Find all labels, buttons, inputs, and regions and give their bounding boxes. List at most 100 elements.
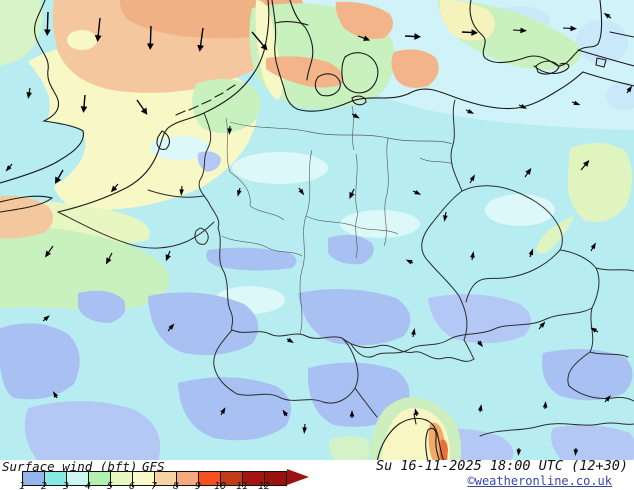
wind-arrow bbox=[179, 185, 184, 196]
beaufort-color-cell bbox=[23, 472, 45, 485]
wind-arrow bbox=[43, 11, 51, 36]
valid-datetime: Su 16-11-2025 18:00 UTC (12+30) bbox=[376, 458, 628, 474]
wind-arrow bbox=[414, 408, 419, 417]
wind-arrow bbox=[42, 315, 50, 322]
colorbar-tick bbox=[66, 484, 67, 487]
wind-arrow bbox=[349, 188, 355, 199]
wind-arrow bbox=[411, 328, 416, 338]
beaufort-color-cell bbox=[265, 472, 286, 485]
wind-arrow bbox=[590, 327, 599, 333]
wind-arrow bbox=[470, 251, 475, 261]
map-canvas bbox=[0, 0, 634, 463]
wind-arrow bbox=[302, 423, 307, 434]
colorbar-tick bbox=[198, 484, 199, 487]
colorbar-tick-label: 5 bbox=[106, 481, 114, 490]
wind-arrow bbox=[26, 87, 32, 99]
wind-arrow bbox=[404, 33, 421, 40]
state-borders bbox=[221, 105, 454, 335]
wind-arrow bbox=[538, 321, 546, 330]
beaufort-color-cell bbox=[221, 472, 243, 485]
wind-arrows-layer bbox=[5, 11, 633, 456]
wind-arrow bbox=[524, 167, 532, 178]
wind-arrow bbox=[251, 31, 268, 51]
wind-arrow bbox=[110, 183, 119, 193]
wind-arrow bbox=[105, 252, 113, 265]
wind-arrow bbox=[562, 25, 577, 32]
wind-arrow bbox=[5, 163, 13, 172]
colorbar-tick bbox=[88, 484, 89, 487]
wind-arrow bbox=[573, 447, 579, 456]
wind-speed-fill bbox=[0, 0, 634, 462]
colorbar-tick bbox=[242, 484, 243, 487]
beaufort-color-cell bbox=[155, 472, 177, 485]
colorbar-tick-label: 1 bbox=[18, 481, 26, 490]
wind-arrow bbox=[443, 211, 448, 222]
wind-arrow bbox=[518, 103, 528, 109]
copyright-link[interactable]: ©weatheronline.co.uk bbox=[467, 474, 613, 488]
wind-arrow bbox=[604, 395, 611, 403]
coastlines bbox=[0, 0, 634, 463]
wind-arrow bbox=[146, 25, 154, 50]
colorbar-tick-label: 9 bbox=[194, 481, 202, 490]
wind-arrow bbox=[461, 29, 478, 36]
wind-arrow bbox=[282, 409, 289, 417]
wind-arrow bbox=[286, 337, 294, 343]
wind-arrow bbox=[237, 187, 242, 197]
colorbar-tick bbox=[176, 484, 177, 487]
beaufort-color-cell bbox=[89, 472, 111, 485]
map-svg bbox=[0, 0, 634, 463]
colorbar-arrow-tip bbox=[287, 469, 309, 485]
wind-arrow bbox=[412, 189, 422, 195]
wind-arrow bbox=[53, 391, 59, 399]
wind-arrow bbox=[528, 248, 534, 258]
wind-arrow bbox=[220, 407, 226, 416]
wind-arrow bbox=[55, 169, 64, 184]
wind-arrow bbox=[469, 174, 475, 184]
beaufort-color-cell bbox=[45, 472, 67, 485]
wind-arrow bbox=[571, 100, 581, 106]
beaufort-color-cell bbox=[199, 472, 221, 485]
country-borders bbox=[57, 99, 634, 437]
colorbar-tick-label: 4 bbox=[84, 481, 92, 490]
colorbar-tick-label: 11 bbox=[235, 481, 249, 490]
wind-arrow bbox=[477, 404, 483, 413]
colorbar-tick bbox=[22, 484, 23, 487]
wind-arrow bbox=[590, 242, 596, 252]
beaufort-color-cell bbox=[67, 472, 89, 485]
beaufort-color-cell bbox=[133, 472, 155, 485]
colorbar-tick-label: 10 bbox=[213, 481, 227, 490]
wind-arrow bbox=[136, 99, 148, 115]
colorbar-tick-label: 2 bbox=[40, 481, 48, 490]
wind-arrow bbox=[512, 27, 527, 34]
wind-arrow bbox=[351, 113, 360, 119]
wind-arrow bbox=[516, 447, 522, 456]
wind-arrow bbox=[349, 410, 355, 418]
legend-model-label: GFS bbox=[142, 459, 165, 474]
colorbar-tick bbox=[110, 484, 111, 487]
wind-arrow bbox=[80, 94, 88, 113]
wind-arrow bbox=[580, 160, 590, 171]
wind-arrow bbox=[298, 187, 305, 196]
colorbar-tick bbox=[44, 484, 45, 487]
wind-arrow bbox=[477, 340, 484, 348]
legend-title: Surface wind (bft) bbox=[2, 459, 138, 474]
colorbar-tick-label: 7 bbox=[150, 481, 158, 490]
wind-arrow bbox=[465, 108, 475, 114]
beaufort-colorbar bbox=[22, 471, 287, 486]
colorbar-tick-label: 3 bbox=[62, 481, 70, 490]
colorbar-tick-label: 6 bbox=[128, 481, 136, 490]
wind-arrow bbox=[357, 35, 371, 41]
colorbar-tick bbox=[154, 484, 155, 487]
colorbar-tick-label: 12 bbox=[257, 481, 271, 490]
colorbar-tick bbox=[264, 484, 265, 487]
colorbar-tick bbox=[132, 484, 133, 487]
wind-arrow bbox=[542, 401, 548, 410]
beaufort-color-cell bbox=[243, 472, 265, 485]
wind-arrow bbox=[44, 245, 54, 258]
beaufort-color-cell bbox=[177, 472, 199, 485]
wind-arrow bbox=[603, 12, 612, 19]
colorbar-tick bbox=[220, 484, 221, 487]
wind-arrow bbox=[165, 250, 171, 262]
wind-arrow bbox=[405, 259, 414, 265]
